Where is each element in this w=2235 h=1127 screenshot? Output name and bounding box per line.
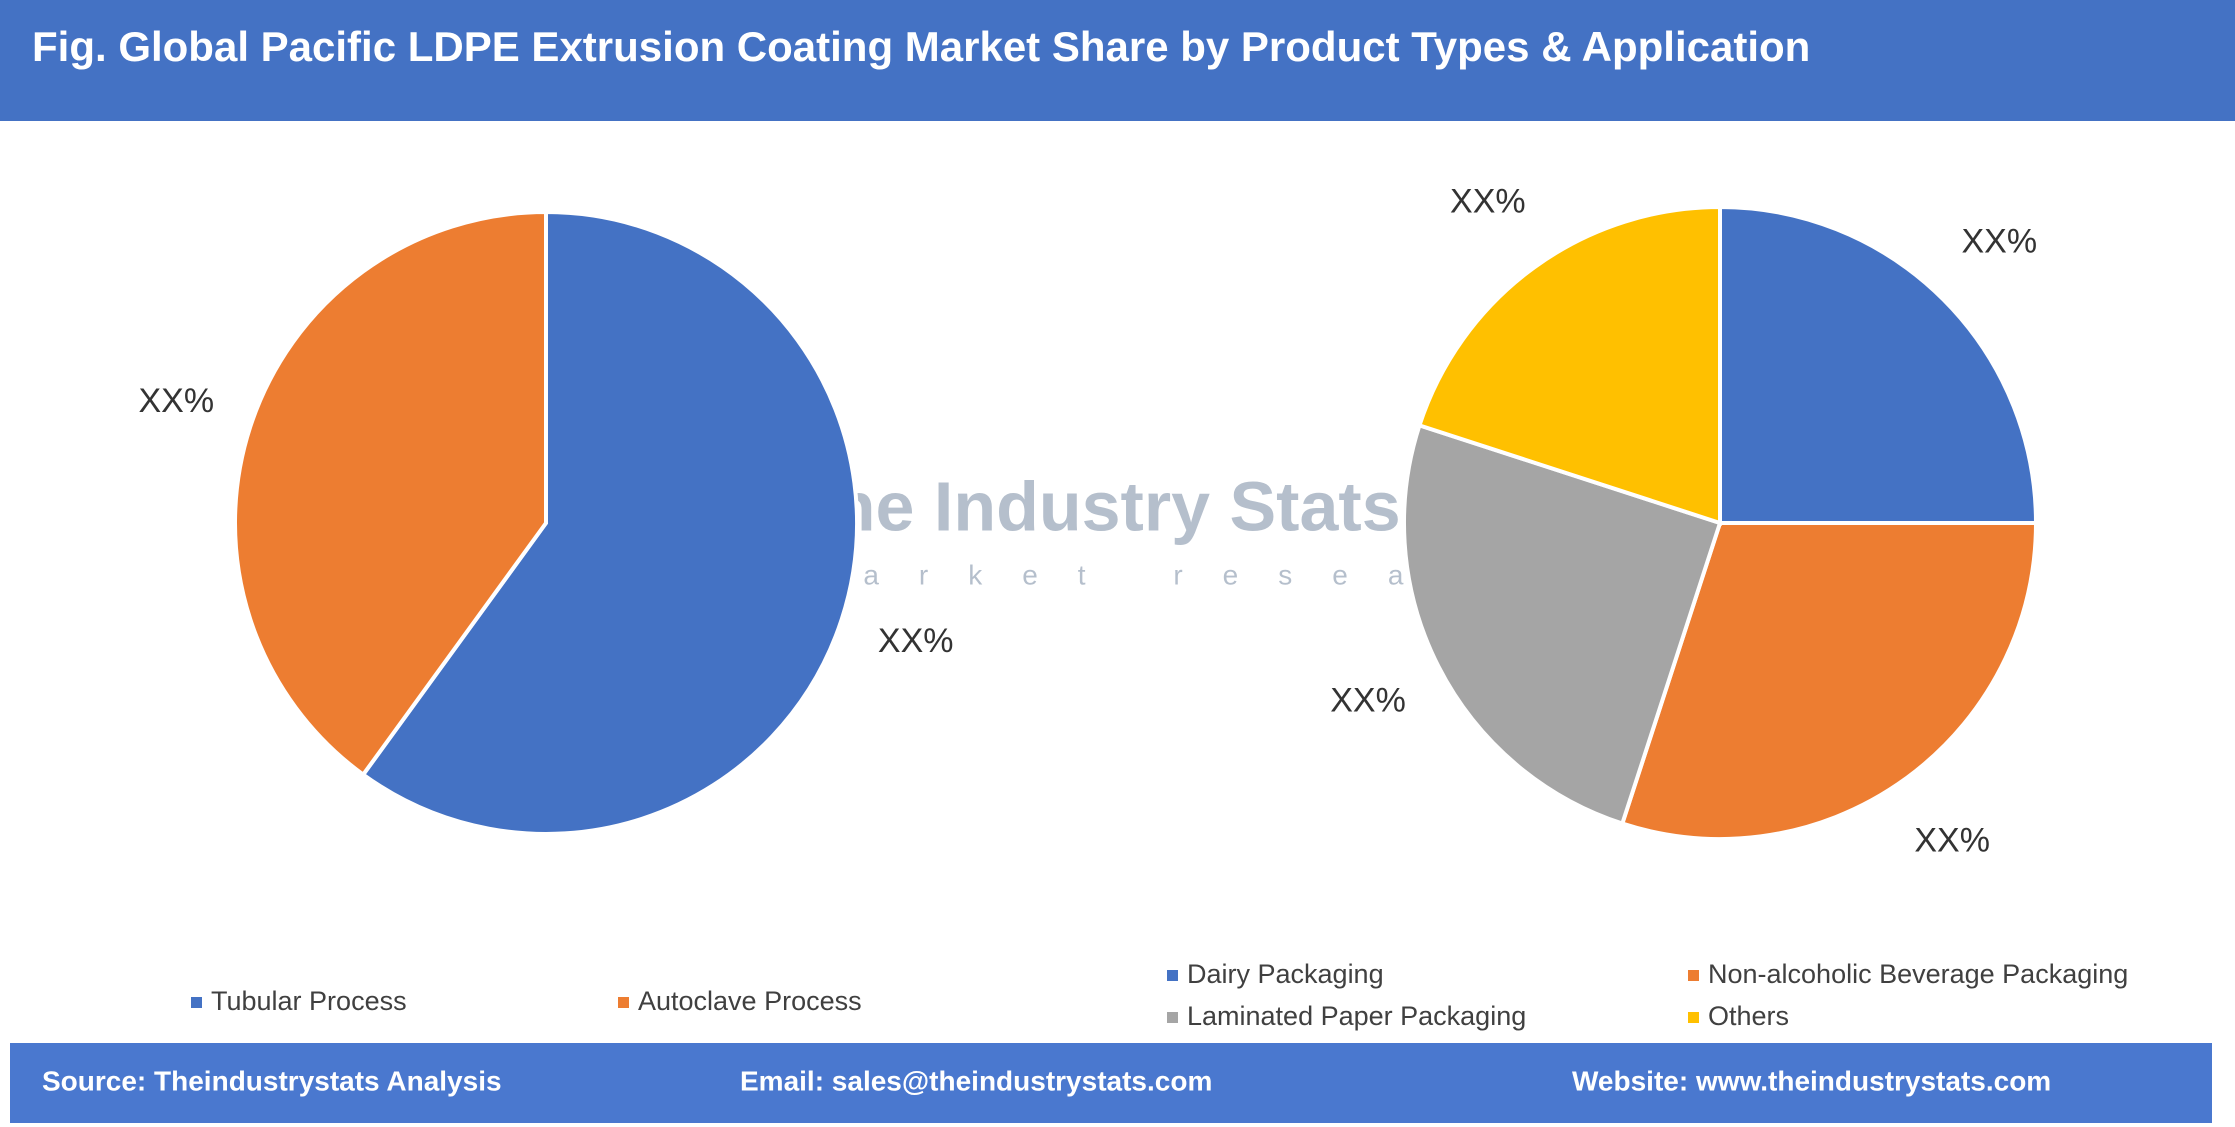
data-label: XX% bbox=[878, 622, 954, 660]
legend-swatch bbox=[1167, 1012, 1178, 1023]
data-label: XX% bbox=[138, 382, 214, 420]
chart-title: Fig. Global Pacific LDPE Extrusion Coati… bbox=[32, 23, 1810, 70]
watermark-name: The Industry Stats bbox=[790, 467, 1401, 545]
plots: XX% XX% Tubular Process Autoclave Process XX… bbox=[138, 182, 2128, 1031]
legend-label: Tubular Process bbox=[211, 986, 407, 1016]
pie-slice bbox=[360, 209, 859, 836]
data-label: XX% bbox=[1330, 681, 1406, 719]
pie-slice bbox=[233, 209, 548, 778]
pie-slice bbox=[1402, 422, 1723, 827]
footer-bar bbox=[10, 1043, 2212, 1123]
data-label: XX% bbox=[1450, 182, 1526, 220]
legend-label: Dairy Packaging bbox=[1187, 959, 1384, 989]
legend-label: Laminated Paper Packaging bbox=[1187, 1001, 1526, 1031]
legend-swatch bbox=[191, 997, 202, 1008]
pie-slice bbox=[1619, 521, 2039, 841]
legend-label: Others bbox=[1708, 1001, 1789, 1031]
legend-swatch bbox=[1167, 970, 1178, 981]
data-label: XX% bbox=[1962, 223, 2038, 261]
header-bar bbox=[0, 0, 2235, 121]
data-label: XX% bbox=[1914, 822, 1990, 860]
pie-slice bbox=[1416, 204, 1722, 526]
legend-label: Autoclave Process bbox=[638, 986, 862, 1016]
legend-swatch bbox=[1688, 1012, 1699, 1023]
pie-slice bbox=[1718, 204, 2039, 525]
footer-website: Website: www.theindustrystats.com bbox=[1572, 1065, 2051, 1096]
footer-email: Email: sales@theindustrystats.com bbox=[740, 1065, 1212, 1096]
legend-label: Non-alcoholic Beverage Packaging bbox=[1708, 959, 2128, 989]
footer-source: Source: Theindustrystats Analysis bbox=[42, 1065, 502, 1096]
legend-swatch bbox=[618, 997, 629, 1008]
legend-swatch bbox=[1688, 970, 1699, 981]
